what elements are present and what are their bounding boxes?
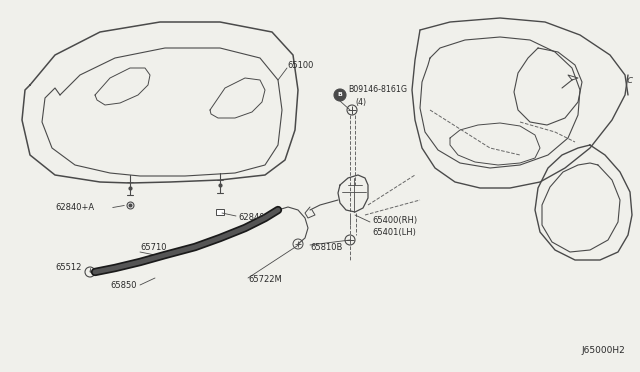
Text: c: c bbox=[627, 75, 633, 85]
Text: 65810B: 65810B bbox=[310, 244, 342, 253]
Text: 65100: 65100 bbox=[287, 61, 314, 70]
Circle shape bbox=[334, 89, 346, 101]
Text: 65710: 65710 bbox=[140, 244, 166, 253]
Text: 65722M: 65722M bbox=[248, 276, 282, 285]
Text: B09146-8161G: B09146-8161G bbox=[348, 86, 407, 94]
Text: 62840: 62840 bbox=[238, 214, 264, 222]
Text: 62840+A: 62840+A bbox=[55, 203, 94, 212]
Text: 65512: 65512 bbox=[55, 263, 81, 273]
Text: 65850: 65850 bbox=[110, 280, 136, 289]
Text: 65401(LH): 65401(LH) bbox=[372, 228, 416, 237]
Text: B: B bbox=[337, 93, 342, 97]
Text: 65400(RH): 65400(RH) bbox=[372, 215, 417, 224]
FancyBboxPatch shape bbox=[216, 209, 224, 215]
Text: (4): (4) bbox=[355, 99, 366, 108]
Text: J65000H2: J65000H2 bbox=[581, 346, 625, 355]
